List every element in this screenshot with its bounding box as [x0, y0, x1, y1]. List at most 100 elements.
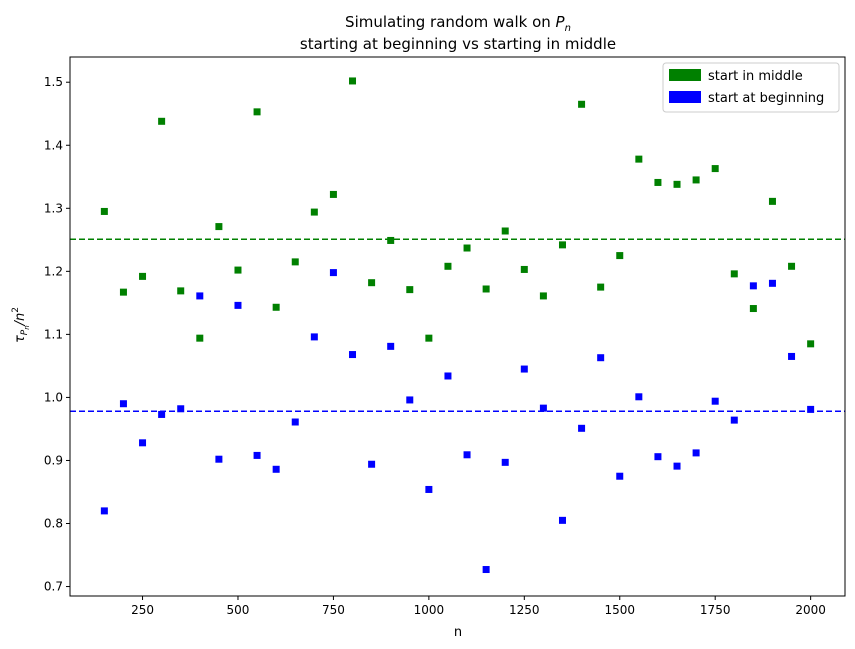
- mean-lines: [70, 238, 845, 413]
- marker-series0-30: [673, 180, 681, 188]
- x-tick-label-1: 500: [227, 603, 250, 617]
- title-line1-subscript: n: [565, 23, 571, 34]
- marker-series0-22: [520, 265, 528, 273]
- marker-series0-8: [253, 108, 261, 116]
- x-axis-ticks: 250 500 750 1000 1250 1500 1750 2000: [131, 596, 826, 617]
- marker-series0-28: [635, 155, 643, 163]
- x-tick-label-0: 250: [131, 603, 154, 617]
- ylabel-suffix: /n: [13, 313, 28, 327]
- x-tick-label-7: 2000: [795, 603, 826, 617]
- marker-series1-29: [654, 453, 662, 461]
- y-tick-label-3: 1.0: [44, 390, 63, 404]
- y-tick-label-0: 0.7: [44, 580, 63, 594]
- y-tick-label-2: 0.9: [44, 453, 63, 467]
- legend-swatch-start-at-beginning: [669, 91, 701, 103]
- marker-series1-9: [272, 465, 280, 473]
- y-tick-label-8: 1.5: [44, 75, 63, 89]
- marker-series0-5: [196, 334, 204, 342]
- marker-series0-18: [444, 262, 452, 270]
- title-line1-text: Simulating random walk on: [345, 13, 556, 31]
- chart-title-line1: Simulating random walk on Pn: [345, 13, 571, 34]
- marker-series1-0: [100, 507, 108, 515]
- x-axis-label: n: [454, 625, 462, 640]
- marker-series0-9: [272, 303, 280, 311]
- title-line1-symbol: P: [556, 13, 566, 31]
- marker-series1-37: [807, 405, 815, 413]
- chart-title-line2: starting at beginning vs starting in mid…: [300, 35, 616, 53]
- x-tick-label-2: 750: [322, 603, 345, 617]
- marker-series1-15: [387, 342, 395, 350]
- marker-series0-20: [482, 285, 490, 293]
- marker-series0-32: [711, 165, 719, 173]
- legend-label-start-in-middle: start in middle: [708, 69, 803, 84]
- marker-series0-37: [807, 340, 815, 348]
- marker-series1-19: [463, 451, 471, 459]
- marker-series1-13: [349, 351, 357, 359]
- marker-series1-21: [501, 458, 509, 466]
- ylabel-sub-symbol: P: [20, 329, 30, 335]
- marker-series1-27: [616, 472, 624, 480]
- y-axis-label: τPn/n2: [11, 307, 31, 343]
- marker-series0-13: [349, 77, 357, 85]
- x-tick-label-3: 1000: [414, 603, 445, 617]
- marker-series1-17: [425, 485, 433, 493]
- marker-series0-10: [291, 258, 299, 266]
- marker-series1-25: [578, 424, 586, 432]
- marker-series0-25: [578, 100, 586, 108]
- marker-series1-31: [692, 449, 700, 457]
- marker-series0-24: [558, 241, 566, 249]
- marker-series0-0: [100, 207, 108, 215]
- axes-frame: [69, 56, 846, 597]
- marker-series1-32: [711, 397, 719, 405]
- marker-series1-18: [444, 372, 452, 380]
- marker-series0-26: [597, 283, 605, 291]
- y-tick-label-7: 1.4: [44, 138, 63, 152]
- marker-series1-23: [539, 404, 547, 412]
- marker-series0-36: [788, 262, 796, 270]
- marker-series0-31: [692, 176, 700, 184]
- marker-series0-14: [368, 279, 376, 287]
- x-tick-label-5: 1500: [604, 603, 635, 617]
- marker-series0-4: [177, 287, 185, 295]
- marker-series0-6: [215, 223, 223, 231]
- marker-series1-24: [558, 516, 566, 524]
- marker-series0-34: [749, 305, 757, 313]
- marker-series0-2: [139, 272, 147, 280]
- marker-series1-33: [730, 416, 738, 424]
- marker-series1-30: [673, 462, 681, 470]
- marker-series1-11: [310, 333, 318, 341]
- marker-series1-26: [597, 354, 605, 362]
- marker-series0-19: [463, 244, 471, 252]
- marker-series0-7: [234, 266, 242, 274]
- marker-series0-21: [501, 227, 509, 235]
- marker-series1-22: [520, 365, 528, 373]
- marker-series1-10: [291, 418, 299, 426]
- marker-series0-15: [387, 236, 395, 244]
- marker-series0-12: [329, 190, 337, 198]
- y-axis-ticks: 0.7 0.8 0.9 1.0 1.1 1.2 1.3 1.4 1.5: [44, 75, 70, 594]
- marker-series1-8: [253, 451, 261, 459]
- marker-series0-11: [310, 208, 318, 216]
- marker-series1-36: [788, 352, 796, 360]
- y-tick-label-1: 0.8: [44, 517, 63, 531]
- marker-series0-29: [654, 178, 662, 186]
- marker-series0-17: [425, 334, 433, 342]
- marker-series1-4: [177, 405, 185, 413]
- ylabel-power: 2: [11, 307, 21, 313]
- marker-series0-27: [616, 252, 624, 260]
- data-markers: [100, 77, 815, 574]
- legend: start in middle start at beginning: [662, 62, 840, 113]
- marker-series0-1: [119, 288, 127, 296]
- marker-series1-34: [749, 282, 757, 290]
- x-tick-label-6: 1750: [700, 603, 731, 617]
- marker-series0-33: [730, 270, 738, 278]
- marker-series1-28: [635, 393, 643, 401]
- marker-series0-3: [158, 117, 166, 125]
- ylabel-symbol: τ: [13, 335, 28, 343]
- marker-series0-16: [406, 286, 414, 294]
- marker-series1-6: [215, 455, 223, 463]
- marker-series1-2: [139, 439, 147, 447]
- marker-series1-35: [768, 279, 776, 287]
- legend-label-start-at-beginning: start at beginning: [708, 91, 824, 106]
